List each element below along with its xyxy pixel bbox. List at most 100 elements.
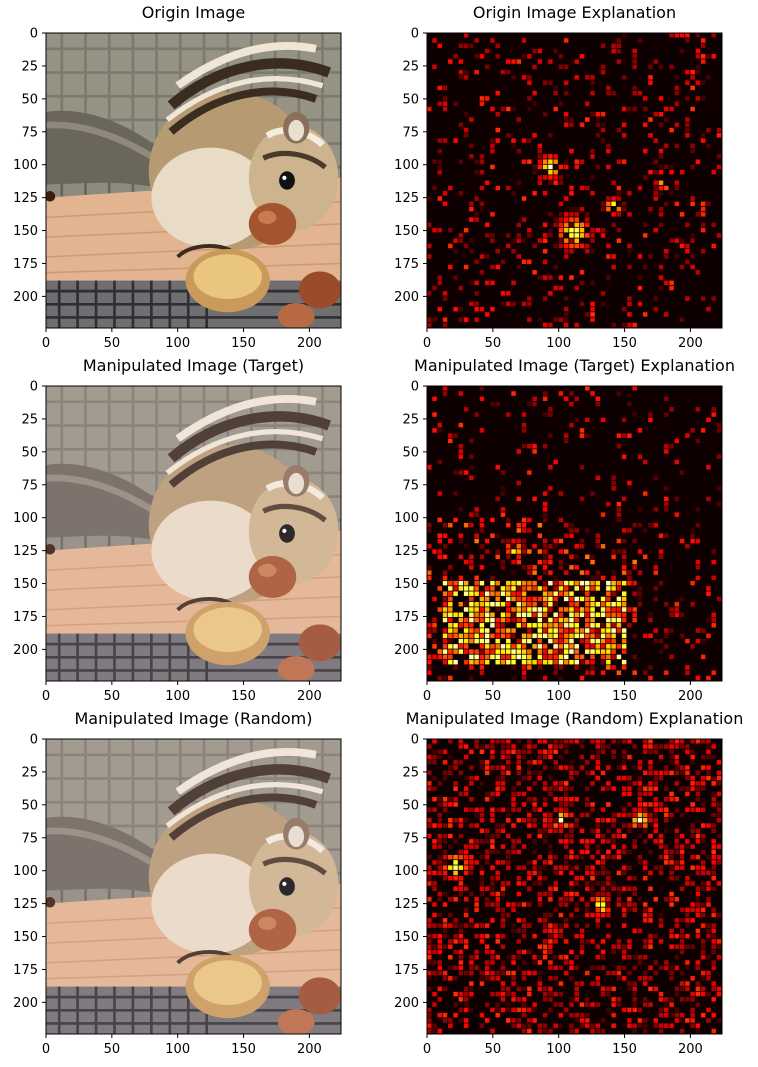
heatmap-cell: [442, 1012, 448, 1018]
heatmap-cell: [484, 538, 490, 544]
heatmap-cell: [590, 623, 595, 628]
heatmap-cell: [616, 644, 622, 649]
heatmap-cell: [537, 607, 543, 612]
heatmap-cell: [690, 828, 695, 834]
heatmap-cell: [437, 796, 443, 802]
heatmap-cell: [637, 954, 643, 960]
heatmap-cell: [442, 386, 448, 391]
heatmap-cell: [600, 1018, 606, 1023]
heatmap-cell: [521, 1002, 527, 1007]
heatmap-cell: [590, 312, 595, 317]
heatmap-cell: [700, 886, 706, 891]
heatmap-cell: [474, 512, 479, 517]
heatmap-cell: [453, 628, 458, 633]
heatmap-cell: [558, 201, 564, 207]
heatmap-cell: [474, 612, 479, 617]
heatmap-cell: [642, 870, 648, 876]
heatmap-cell: [537, 875, 543, 881]
heatmap-cell: [427, 744, 432, 749]
heatmap-cell: [474, 897, 479, 902]
heatmap-cell: [458, 649, 464, 654]
heatmap-cell: [579, 1002, 585, 1007]
heatmap-cell: [642, 1002, 648, 1007]
heatmap-cell: [627, 970, 632, 976]
heatmap-cell: [500, 860, 506, 865]
heatmap-cell: [558, 981, 564, 986]
x-tick-label: 150: [231, 1042, 256, 1057]
heatmap-cell: [532, 565, 537, 570]
heatmap-cell: [690, 85, 695, 91]
heatmap-cell: [711, 169, 716, 175]
heatmap-cell: [579, 659, 585, 665]
heatmap-cell: [590, 233, 595, 238]
heatmap-cell: [711, 296, 716, 301]
heatmap-cell: [669, 812, 674, 818]
heatmap-cell: [648, 254, 653, 259]
heatmap-cell: [500, 291, 506, 296]
heatmap-cell: [642, 997, 648, 1002]
y-tick-label: 125: [13, 191, 38, 206]
heatmap-cell: [606, 90, 611, 96]
heatmap-cell: [600, 865, 606, 870]
heatmap-cell: [458, 612, 464, 617]
heatmap-cell: [558, 1002, 564, 1007]
heatmap-cell: [427, 106, 432, 112]
heatmap-cell: [506, 812, 511, 818]
heatmap-cell: [621, 638, 627, 644]
axes-frame: [45, 385, 342, 682]
heatmap-cell: [690, 854, 695, 860]
heatmap-cell: [484, 1002, 490, 1007]
heatmap-cell: [442, 649, 448, 654]
heatmap-cell: [563, 786, 569, 791]
heatmap-cell: [700, 807, 706, 812]
heatmap-cell: [474, 301, 479, 307]
heatmap-cell: [658, 96, 664, 101]
heatmap-cell: [490, 954, 495, 960]
heatmap-cell: [706, 306, 711, 312]
heatmap-cell: [469, 844, 474, 849]
heatmap-cell: [611, 43, 616, 49]
heatmap-cell: [653, 781, 658, 786]
heatmap-cell: [716, 596, 722, 602]
heatmap-cell: [500, 749, 506, 755]
heatmap-cell: [484, 607, 490, 612]
heatmap-cell: [690, 833, 695, 839]
heatmap-cell: [579, 222, 585, 228]
heatmap-cell: [427, 291, 432, 296]
heatmap-cell: [453, 591, 458, 596]
heatmap-cell: [474, 412, 479, 417]
heatmap-cell: [427, 881, 432, 886]
heatmap-cell: [621, 844, 627, 849]
heatmap-cell: [521, 538, 527, 544]
heatmap-cell: [495, 496, 500, 502]
heatmap-cell: [442, 675, 448, 681]
heatmap-cell: [437, 839, 443, 844]
heatmap-cell: [669, 169, 674, 175]
heatmap-cell: [595, 923, 601, 928]
heatmap-cells: [427, 33, 722, 328]
heatmap-cell: [542, 739, 548, 744]
heatmap-cell: [495, 933, 500, 939]
heatmap-cell: [574, 75, 579, 80]
heatmap-cell: [516, 496, 522, 502]
heatmap-cell: [469, 654, 474, 660]
heatmap-cell: [437, 538, 443, 544]
heatmap-cell: [611, 654, 616, 660]
heatmap-cell: [458, 601, 464, 607]
heatmap-cell: [695, 538, 701, 544]
heatmap-cell: [621, 601, 627, 607]
heatmap-cell: [495, 828, 500, 834]
heatmap-cell: [521, 960, 527, 965]
heatmap-cell: [627, 944, 632, 949]
heatmap-cell: [442, 391, 448, 396]
heatmap-cell: [690, 644, 695, 649]
heatmap-cell: [437, 933, 443, 939]
heatmap-cell: [469, 807, 474, 812]
heatmap-cell: [590, 644, 595, 649]
x-tick-label: 100: [165, 336, 190, 351]
heatmap-cell: [621, 122, 627, 128]
heatmap-cell: [600, 127, 606, 133]
heatmap-cell: [658, 770, 664, 776]
heatmap-cell: [558, 912, 564, 918]
heatmap-cell: [495, 127, 500, 133]
